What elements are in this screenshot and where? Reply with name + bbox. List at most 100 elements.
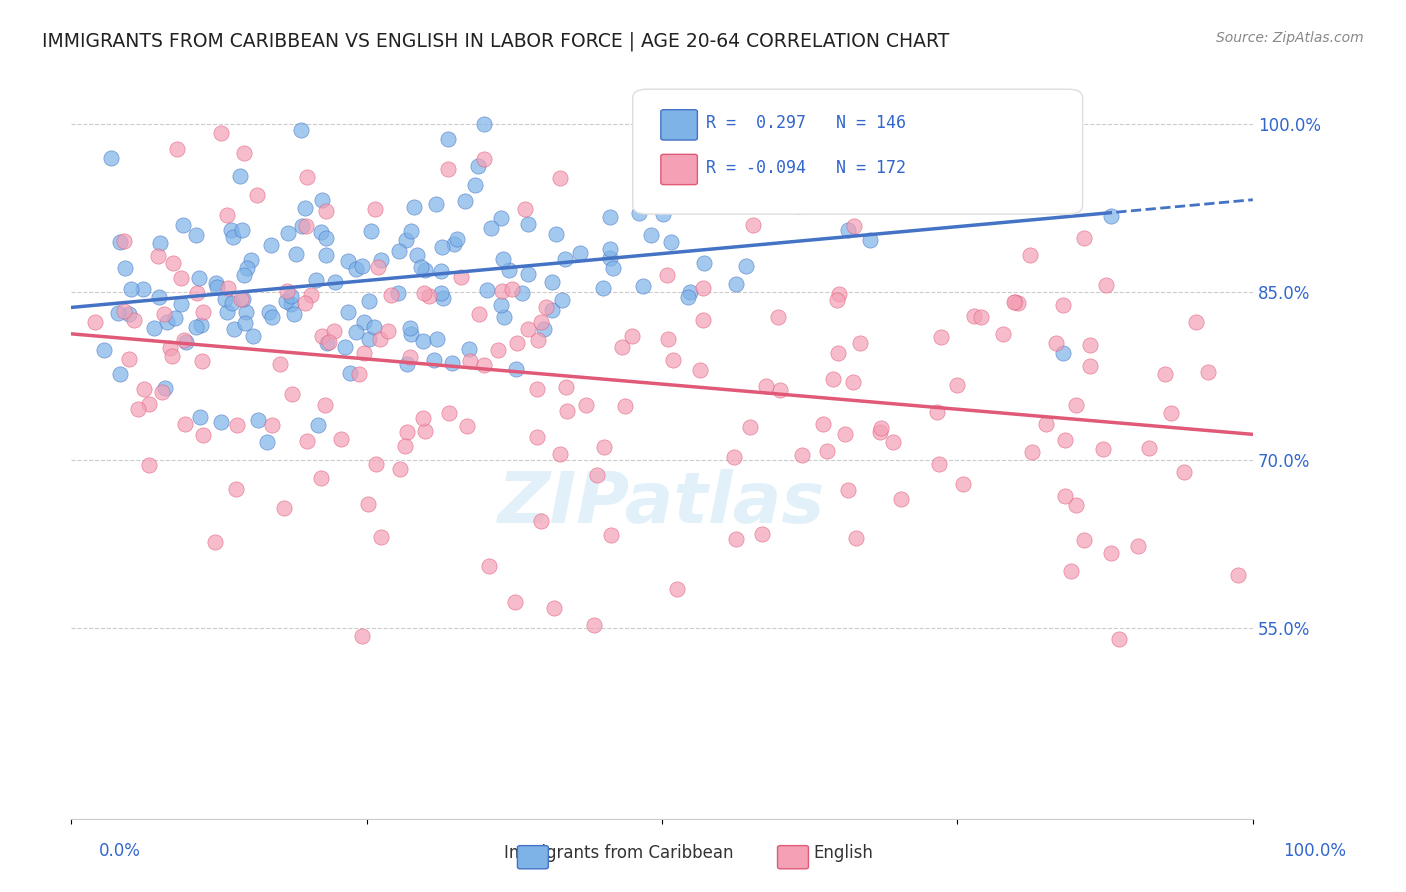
Point	[631, 197, 654, 211]
Text: IMMIGRANTS FROM CARIBBEAN VS ENGLISH IN LABOR FORCE | AGE 20-64 CORRELATION CHAR: IMMIGRANTS FROM CARIBBEAN VS ENGLISH IN …	[42, 31, 949, 51]
Point	[631, 279, 654, 293]
Point	[1227, 568, 1250, 582]
Point	[859, 234, 882, 248]
Point	[380, 288, 402, 302]
Point	[498, 262, 520, 277]
Point	[426, 332, 449, 346]
Point	[827, 287, 849, 301]
Point	[869, 420, 891, 434]
Point	[1052, 298, 1074, 312]
Point	[413, 424, 436, 438]
Point	[225, 483, 247, 497]
Point	[229, 292, 252, 306]
Point	[388, 462, 411, 476]
Point	[350, 629, 373, 643]
Point	[149, 235, 172, 250]
Point	[689, 363, 711, 377]
Point	[790, 448, 813, 462]
Point	[370, 252, 392, 267]
Point	[363, 319, 385, 334]
Point	[443, 237, 465, 252]
Point	[655, 268, 678, 283]
Point	[225, 417, 247, 432]
Point	[170, 296, 193, 310]
Point	[946, 378, 969, 392]
Point	[138, 397, 160, 411]
Point	[387, 285, 409, 300]
Point	[148, 290, 170, 304]
Point	[993, 327, 1015, 342]
Point	[1154, 367, 1177, 381]
Point	[146, 249, 169, 263]
Point	[550, 293, 572, 307]
Point	[550, 170, 572, 185]
Point	[236, 260, 259, 275]
Point	[370, 530, 392, 544]
Point	[325, 275, 347, 289]
Point	[191, 354, 214, 368]
Text: R = -0.094   N = 172: R = -0.094 N = 172	[706, 159, 905, 177]
Point	[1078, 338, 1101, 352]
Point	[269, 357, 291, 371]
Point	[246, 188, 269, 202]
Point	[666, 582, 689, 596]
Point	[166, 142, 188, 156]
Point	[724, 277, 747, 291]
Point	[122, 313, 145, 327]
Point	[280, 289, 302, 303]
Point	[593, 440, 616, 454]
Point	[659, 235, 682, 250]
Point	[173, 333, 195, 347]
Point	[569, 246, 592, 260]
Point	[534, 300, 557, 314]
Point	[160, 349, 183, 363]
Point	[491, 211, 513, 225]
Point	[368, 332, 391, 346]
Point	[336, 253, 359, 268]
Point	[834, 426, 856, 441]
Point	[599, 210, 621, 224]
Point	[394, 439, 416, 453]
Point	[291, 219, 314, 234]
Point	[356, 497, 378, 511]
Text: Immigrants from Caribbean: Immigrants from Caribbean	[503, 844, 734, 862]
Point	[411, 260, 433, 274]
Point	[676, 290, 699, 304]
Point	[118, 352, 141, 367]
Point	[952, 477, 974, 491]
Point	[718, 141, 741, 155]
Point	[592, 281, 614, 295]
Point	[599, 251, 621, 265]
Point	[1160, 406, 1182, 420]
Point	[395, 233, 418, 247]
Point	[491, 285, 513, 299]
Point	[305, 273, 328, 287]
Point	[437, 162, 460, 177]
Point	[769, 383, 792, 397]
Point	[841, 375, 863, 389]
Point	[503, 595, 526, 609]
Point	[127, 401, 149, 416]
Point	[599, 242, 621, 256]
Point	[432, 291, 454, 305]
Point	[738, 420, 761, 434]
Point	[110, 367, 132, 381]
Point	[235, 316, 257, 330]
Point	[315, 336, 337, 351]
Point	[309, 226, 332, 240]
Point	[450, 269, 472, 284]
Text: ZIPatlas: ZIPatlas	[498, 469, 825, 538]
Point	[112, 234, 135, 248]
Point	[755, 378, 778, 392]
Point	[432, 240, 454, 254]
Point	[399, 224, 422, 238]
Point	[232, 268, 254, 282]
Point	[344, 261, 367, 276]
Text: Source: ZipAtlas.com: Source: ZipAtlas.com	[1216, 31, 1364, 45]
Text: R =  0.297   N = 146: R = 0.297 N = 146	[706, 114, 905, 132]
Point	[457, 342, 479, 356]
Point	[724, 532, 747, 546]
Point	[318, 335, 340, 350]
Point	[613, 399, 636, 413]
Point	[360, 224, 382, 238]
